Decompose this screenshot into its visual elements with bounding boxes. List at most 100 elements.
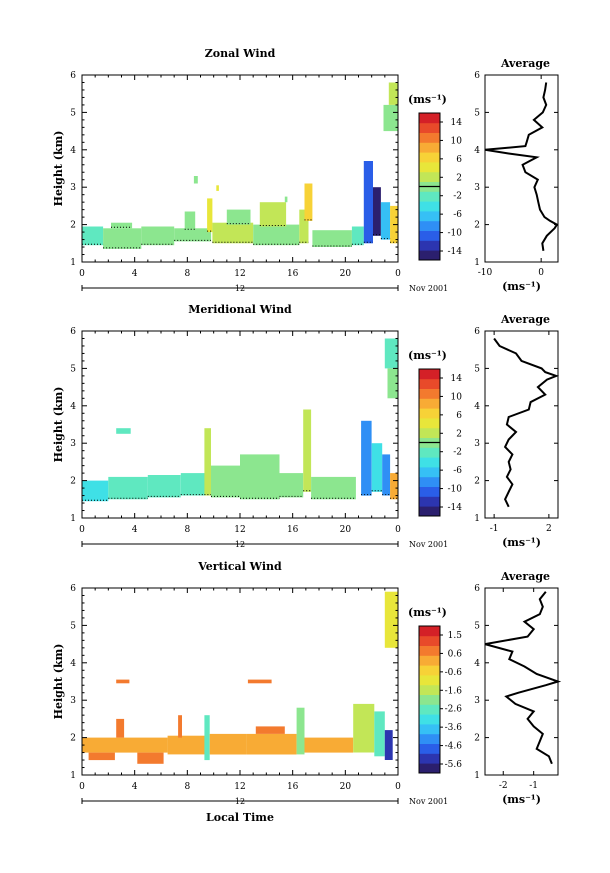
colorbar-tick-label: -2 bbox=[453, 448, 462, 458]
average-x-tick-label: 0 bbox=[538, 268, 544, 278]
x-tick-label: 20 bbox=[340, 782, 352, 792]
colorbar-tick-label: -14 bbox=[448, 247, 463, 257]
heatmap-cell bbox=[147, 475, 181, 498]
average-x-tick-label: -2 bbox=[499, 781, 508, 791]
heatmap-cell bbox=[116, 718, 125, 738]
panel-title: Zonal Wind bbox=[205, 47, 276, 60]
heatmap-cell bbox=[255, 726, 285, 734]
x-tick-label: 0 bbox=[395, 525, 401, 535]
date-day-label: 12 bbox=[235, 797, 245, 806]
x-tick-label: 12 bbox=[234, 525, 245, 535]
average-y-tick-label: 2 bbox=[474, 221, 480, 231]
colorbar-tick-label: 6 bbox=[456, 411, 462, 421]
colorbar-swatch bbox=[419, 447, 440, 458]
colorbar-swatch bbox=[419, 476, 440, 487]
colorbar-swatch bbox=[419, 665, 440, 676]
average-y-tick-label: 1 bbox=[474, 771, 480, 781]
heatmap-cell bbox=[82, 480, 109, 502]
heatmap-cell bbox=[121, 737, 168, 753]
heatmap-cell bbox=[247, 679, 272, 684]
heatmap-cell bbox=[204, 428, 211, 496]
heatmap-cell bbox=[174, 228, 212, 242]
heatmap-cell bbox=[193, 176, 198, 184]
colorbar-tick-label: -0.6 bbox=[445, 668, 463, 678]
heatmap-cell bbox=[363, 161, 373, 244]
y-tick-label: 4 bbox=[70, 659, 76, 669]
heatmap-cell bbox=[216, 185, 219, 191]
colorbar-swatch bbox=[419, 655, 440, 666]
colorbar-tick-label: -3.6 bbox=[445, 723, 463, 733]
colorbar-swatch bbox=[419, 635, 440, 646]
colorbar-swatch bbox=[419, 427, 440, 438]
date-day-label: 12 bbox=[235, 284, 245, 293]
heatmap-cell bbox=[207, 198, 213, 233]
x-tick-label: 4 bbox=[132, 525, 138, 535]
y-tick-label: 3 bbox=[70, 183, 76, 193]
x-tick-label: 20 bbox=[340, 525, 352, 535]
heatmap-cell bbox=[184, 211, 196, 231]
heatmap-cell bbox=[383, 104, 398, 132]
colorbar-swatch bbox=[419, 733, 440, 744]
average-x-tick-label: -1 bbox=[529, 781, 538, 791]
average-x-label: (ms⁻¹) bbox=[502, 793, 541, 806]
average-x-tick-label: 2 bbox=[546, 524, 552, 534]
colorbar-swatch bbox=[419, 457, 440, 468]
colorbar-swatch bbox=[419, 743, 440, 754]
heatmap-cell bbox=[361, 420, 372, 496]
average-y-tick-label: 3 bbox=[474, 183, 480, 193]
y-tick-label: 1 bbox=[70, 258, 76, 268]
colorbar-swatch bbox=[419, 240, 440, 251]
average-y-tick-label: 4 bbox=[474, 659, 480, 669]
x-tick-label: 16 bbox=[287, 525, 299, 535]
y-tick-label: 5 bbox=[70, 364, 76, 374]
colorbar-swatch bbox=[419, 506, 440, 517]
x-tick-label: 16 bbox=[287, 269, 299, 279]
colorbar-tick-label: 2 bbox=[456, 173, 462, 183]
colorbar-tick-label: -2.6 bbox=[445, 705, 463, 715]
heatmap-cell bbox=[384, 730, 393, 760]
heatmap-cells bbox=[82, 591, 398, 764]
colorbar-swatch bbox=[419, 191, 440, 202]
heatmap-cell bbox=[82, 737, 122, 753]
colorbar-swatch bbox=[419, 645, 440, 656]
x-tick-label: 12 bbox=[234, 782, 245, 792]
colorbar-swatch bbox=[419, 684, 440, 695]
colorbar-swatch bbox=[419, 152, 440, 163]
y-tick-label: 1 bbox=[70, 514, 76, 524]
colorbar-tick-label: -5.6 bbox=[445, 760, 463, 770]
colorbar-swatch bbox=[419, 763, 440, 774]
average-title: Average bbox=[500, 57, 550, 70]
colorbar-swatch bbox=[419, 496, 440, 507]
heatmap-cell bbox=[88, 752, 115, 761]
y-tick-label: 4 bbox=[70, 402, 76, 412]
y-tick-label: 2 bbox=[70, 221, 76, 231]
colorbar-swatch bbox=[419, 398, 440, 409]
heatmap-cell bbox=[108, 476, 148, 500]
heatmap-cell bbox=[374, 711, 385, 757]
x-tick-label: 4 bbox=[132, 782, 138, 792]
heatmap-cell bbox=[384, 591, 398, 648]
average-y-tick-label: 1 bbox=[474, 258, 480, 268]
colorbar-tick-label: -6 bbox=[453, 210, 462, 220]
colorbar-swatch bbox=[419, 132, 440, 143]
colorbar-swatch bbox=[419, 418, 440, 429]
x-tick-label: 4 bbox=[132, 269, 138, 279]
colorbar-swatch bbox=[419, 714, 440, 725]
y-tick-label: 6 bbox=[70, 327, 76, 337]
colorbar-swatch bbox=[419, 753, 440, 764]
x-tick-label: 12 bbox=[234, 269, 245, 279]
average-x-label: (ms⁻¹) bbox=[502, 536, 541, 549]
panel-title: Meridional Wind bbox=[188, 303, 292, 316]
heatmap-cell bbox=[384, 338, 398, 369]
average-y-tick-label: 6 bbox=[474, 71, 480, 81]
x-tick-label: 20 bbox=[340, 269, 352, 279]
y-axis-label: Height (km) bbox=[52, 131, 65, 207]
colorbar-swatch bbox=[419, 369, 440, 380]
x-tick-label: 0 bbox=[395, 269, 401, 279]
colorbar-tick-label: -1.6 bbox=[445, 686, 463, 696]
heatmap-cell bbox=[204, 715, 210, 761]
heatmap-cell bbox=[299, 209, 309, 244]
average-profile-line bbox=[484, 82, 559, 251]
